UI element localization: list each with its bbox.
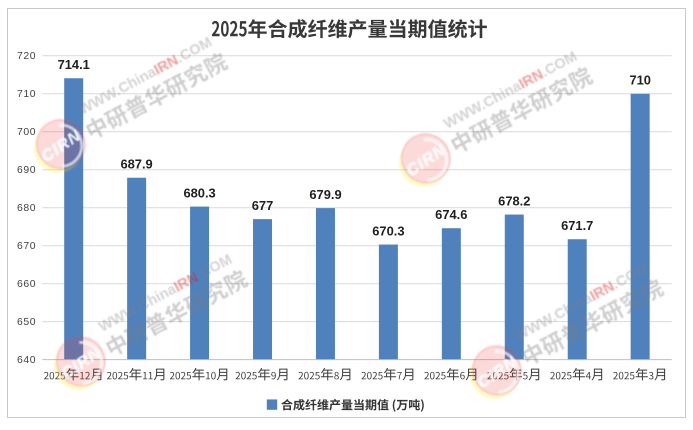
svg-text:680.3: 680.3 (183, 185, 215, 200)
svg-text:710: 710 (629, 73, 651, 88)
svg-text:677: 677 (252, 198, 274, 213)
svg-text:690: 690 (17, 165, 36, 176)
svg-text:671.7: 671.7 (561, 218, 593, 233)
svg-text:670: 670 (17, 241, 36, 252)
svg-text:640: 640 (17, 355, 36, 366)
svg-text:680: 680 (17, 203, 36, 214)
svg-text:720: 720 (17, 51, 36, 62)
svg-text:700: 700 (17, 127, 36, 138)
svg-text:650: 650 (17, 317, 36, 328)
svg-text:670.3: 670.3 (372, 223, 404, 238)
svg-text:714.1: 714.1 (58, 57, 90, 72)
svg-text:710: 710 (17, 89, 36, 100)
svg-text:679.9: 679.9 (309, 187, 341, 202)
svg-text:678.2: 678.2 (498, 193, 530, 208)
svg-text:687.9: 687.9 (120, 156, 152, 171)
svg-text:660: 660 (17, 279, 36, 290)
svg-text:674.6: 674.6 (435, 207, 467, 222)
